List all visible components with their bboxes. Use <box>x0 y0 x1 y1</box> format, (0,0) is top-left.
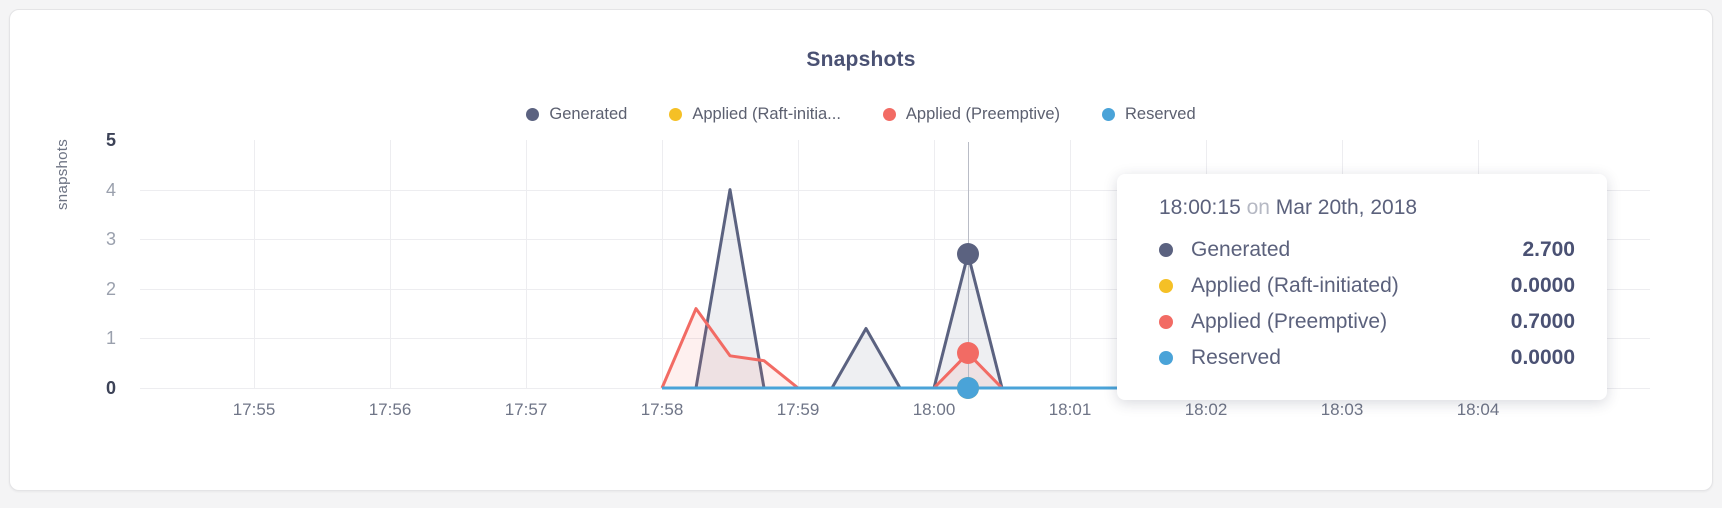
tooltip-connector: on <box>1246 196 1270 219</box>
x-gridline <box>662 140 663 388</box>
x-gridline <box>934 140 935 388</box>
y-gridline <box>140 189 1650 191</box>
x-axis-tick: 18:01 <box>1048 400 1092 419</box>
hover-point-marker <box>957 342 979 365</box>
series-area <box>662 308 1478 388</box>
y-axis-tick: 0 <box>105 378 116 398</box>
legend-item[interactable]: Applied (Raft-initia... <box>669 105 841 124</box>
legend-item[interactable]: Applied (Preemptive) <box>882 105 1060 124</box>
hover-tooltip: 18:00:15 on Mar 20th, 2018 Generated 2.70… <box>1117 174 1607 400</box>
tooltip-series-value: 0.0000 <box>1510 274 1575 297</box>
x-gridline <box>390 140 391 388</box>
y-axis-tick: 3 <box>105 229 116 250</box>
chart-legend: Generated Applied (Raft-initia... Applied … <box>10 105 1712 124</box>
tooltip-date: Mar 20th, 2018 <box>1275 196 1418 219</box>
x-gridline <box>798 140 799 388</box>
x-gridline <box>526 140 527 388</box>
tooltip-timestamp: 18:00:15 on Mar 20th, 2018 <box>1159 196 1575 220</box>
series-area <box>662 189 1478 388</box>
y-axis-tick: 2 <box>105 278 116 299</box>
y-axis-tick: 5 <box>105 130 116 150</box>
tooltip-series-label: Reserved <box>1191 346 1281 369</box>
tooltip-swatch-icon <box>1159 315 1173 329</box>
tooltip-row: Reserved 0.0000 <box>1159 340 1575 376</box>
x-gridline <box>1070 140 1071 388</box>
tooltip-swatch-icon <box>1159 351 1173 365</box>
x-axis-tick: 18:02 <box>1184 400 1228 419</box>
x-axis-tick: 17:56 <box>368 400 412 419</box>
hover-crosshair <box>968 142 969 392</box>
y-axis-tick: 1 <box>105 328 116 349</box>
x-axis-tick: 17:59 <box>776 400 820 419</box>
legend-item[interactable]: Generated <box>526 105 627 124</box>
tooltip-time: 18:00:15 <box>1159 196 1241 219</box>
tooltip-series-value: 0.0000 <box>1510 346 1575 369</box>
x-axis-tick: 18:03 <box>1320 400 1364 419</box>
tooltip-row: Applied (Raft-initiated) 0.0000 <box>1159 268 1575 304</box>
legend-item[interactable]: Reserved <box>1102 105 1196 124</box>
tooltip-row: Generated 2.700 <box>1159 232 1575 268</box>
x-axis-tick: 18:00 <box>912 400 956 419</box>
legend-item-label: Applied (Raft-initia... <box>692 105 841 123</box>
legend-item-label: Generated <box>549 105 628 123</box>
x-axis-tick: 17:57 <box>504 400 548 419</box>
y-axis-tick: 4 <box>105 179 116 200</box>
tooltip-series-label: Applied (Raft-initiated) <box>1191 274 1399 297</box>
tooltip-swatch-icon <box>1159 279 1173 293</box>
legend-swatch-icon <box>1102 108 1115 121</box>
tooltip-swatch-icon <box>1159 243 1173 257</box>
tooltip-series-label: Applied (Preemptive) <box>1191 310 1388 333</box>
x-axis-tick: 18:04 <box>1456 400 1500 419</box>
legend-swatch-icon <box>669 108 683 121</box>
legend-item-label: Applied (Preemptive) <box>905 105 1060 123</box>
legend-item-label: Reserved <box>1125 105 1196 123</box>
legend-swatch-icon <box>526 108 540 121</box>
hover-point-marker <box>957 243 979 266</box>
tooltip-series-value: 0.7000 <box>1510 310 1575 333</box>
x-axis-tick: 17:55 <box>232 400 276 419</box>
page-title: Snapshots <box>806 48 916 71</box>
y-gridline <box>140 338 1650 340</box>
x-axis-tick: 17:58 <box>640 400 684 419</box>
tooltip-series-value: 2.700 <box>1522 238 1575 261</box>
x-gridline <box>254 140 255 388</box>
hover-point-marker <box>957 377 979 399</box>
snapshots-chart-card: Snapshots Generated Applied (Raft-initia.… <box>9 9 1713 491</box>
tooltip-row: Applied (Preemptive) 0.7000 <box>1159 304 1575 340</box>
y-gridline <box>140 239 1650 241</box>
tooltip-series-label: Generated <box>1191 238 1291 261</box>
y-gridline <box>140 288 1650 290</box>
legend-swatch-icon <box>882 108 896 121</box>
